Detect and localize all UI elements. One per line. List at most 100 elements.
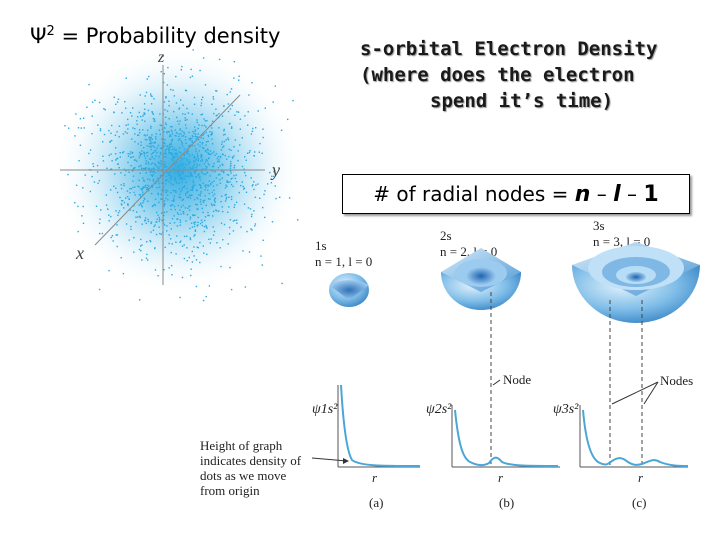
cloud-dot bbox=[176, 116, 178, 119]
cloud-dot bbox=[260, 255, 262, 257]
cloud-dot bbox=[229, 108, 232, 110]
cloud-dot bbox=[232, 220, 235, 222]
cloud-dot bbox=[129, 153, 131, 155]
cloud-dot bbox=[238, 79, 240, 81]
cloud-dot bbox=[108, 220, 110, 222]
cloud-dot bbox=[163, 189, 165, 192]
cloud-dot bbox=[147, 129, 149, 131]
cloud-dot bbox=[113, 111, 115, 114]
cloud-dot bbox=[182, 186, 184, 188]
cloud-dot bbox=[154, 150, 156, 152]
cloud-dot bbox=[173, 215, 175, 217]
cloud-dot bbox=[193, 103, 196, 105]
cloud-dot bbox=[220, 265, 222, 268]
cloud-dot bbox=[135, 221, 137, 223]
cloud-dot bbox=[175, 75, 177, 78]
cloud-dot bbox=[158, 201, 160, 204]
cloud-dot bbox=[178, 182, 180, 184]
cloud-dot bbox=[194, 126, 196, 128]
cloud-dot bbox=[181, 159, 184, 161]
cloud-dot bbox=[185, 127, 187, 129]
cloud-dot bbox=[200, 102, 203, 104]
cloud-dot bbox=[186, 119, 188, 121]
cloud-dot bbox=[147, 151, 149, 154]
cloud-dot bbox=[170, 176, 173, 178]
cloud-dot bbox=[194, 214, 196, 216]
cloud-dot bbox=[182, 104, 184, 106]
cloud-dot bbox=[186, 175, 189, 177]
sphere-1s bbox=[329, 273, 369, 307]
cloud-dot bbox=[145, 91, 148, 94]
cloud-dot bbox=[183, 185, 186, 187]
cloud-dot bbox=[264, 190, 266, 192]
cloud-dot bbox=[166, 131, 168, 133]
cloud-dot bbox=[173, 195, 176, 197]
cloud-dot bbox=[188, 195, 191, 197]
cloud-dot bbox=[145, 172, 147, 174]
cloud-dot bbox=[154, 172, 156, 174]
cloud-dot bbox=[194, 129, 197, 131]
cloud-dot bbox=[83, 117, 85, 119]
cloud-dot bbox=[165, 96, 167, 98]
cloud-dot bbox=[138, 186, 140, 188]
cloud-dot bbox=[173, 95, 175, 97]
cloud-dot bbox=[273, 175, 275, 178]
cloud-dot bbox=[150, 231, 152, 233]
cloud-dot bbox=[216, 242, 218, 244]
cloud-dot bbox=[116, 158, 118, 160]
cloud-dot bbox=[168, 118, 170, 120]
cloud-dot bbox=[176, 154, 178, 156]
cloud-dot bbox=[213, 189, 215, 191]
cloud-dot bbox=[279, 196, 281, 198]
cloud-dot bbox=[261, 152, 263, 154]
cloud-dot bbox=[178, 170, 180, 172]
cloud-dot bbox=[209, 150, 212, 152]
cloud-dot bbox=[199, 186, 202, 189]
cloud-dot bbox=[223, 140, 226, 143]
cloud-dot bbox=[253, 188, 255, 191]
cloud-dot bbox=[139, 151, 141, 154]
cloud-dot bbox=[181, 141, 183, 144]
cloud-dot bbox=[272, 101, 274, 103]
cloud-dot bbox=[199, 184, 201, 186]
cloud-dot bbox=[193, 255, 195, 257]
cloud-dot bbox=[91, 133, 93, 135]
cloud-dot bbox=[157, 214, 159, 216]
cloud-dot bbox=[186, 151, 189, 153]
radial-nodes-formula: # of radial nodes = n – l – 1 bbox=[342, 174, 690, 214]
curve-2s bbox=[454, 409, 559, 467]
cloud-dot bbox=[122, 200, 124, 202]
cloud-dot bbox=[196, 119, 198, 121]
cloud-dot bbox=[164, 109, 166, 111]
cloud-dot bbox=[207, 134, 209, 136]
cloud-dot bbox=[143, 113, 145, 116]
cloud-dot bbox=[229, 167, 232, 169]
cloud-dot bbox=[166, 179, 168, 181]
cloud-dot bbox=[199, 164, 201, 166]
cloud-dot bbox=[178, 123, 180, 125]
cloud-dot bbox=[111, 139, 113, 142]
cloud-dot bbox=[197, 139, 200, 141]
cloud-dot bbox=[184, 124, 187, 126]
cloud-dot bbox=[144, 217, 147, 219]
cloud-dot bbox=[213, 203, 215, 206]
cloud-dot bbox=[109, 140, 112, 143]
cloud-dot bbox=[244, 171, 246, 174]
cloud-dot bbox=[213, 162, 215, 165]
cloud-dot bbox=[162, 186, 165, 188]
cloud-dot bbox=[194, 234, 196, 236]
cloud-dot bbox=[116, 234, 119, 236]
cloud-dot bbox=[245, 159, 247, 161]
cloud-dot bbox=[189, 76, 192, 79]
cloud-dot bbox=[209, 183, 212, 186]
cloud-dot bbox=[255, 184, 257, 186]
cloud-dot bbox=[211, 191, 213, 193]
cloud-dot bbox=[174, 178, 176, 181]
cloud-dot bbox=[155, 155, 157, 157]
cloud-dot bbox=[193, 145, 196, 147]
cloud-dot bbox=[115, 103, 117, 105]
cloud-dot bbox=[181, 276, 184, 279]
cloud-dot bbox=[193, 161, 195, 163]
cloud-dot bbox=[173, 199, 175, 201]
cloud-dot bbox=[163, 142, 165, 144]
